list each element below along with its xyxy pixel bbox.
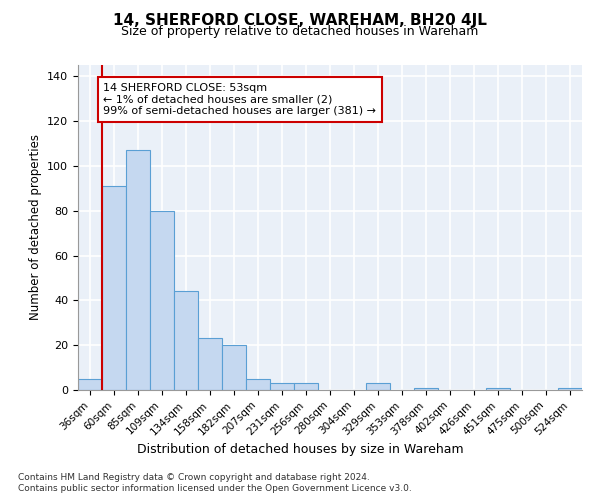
Bar [198,338,222,390]
Bar [78,379,102,390]
Bar [150,210,174,390]
Bar [294,384,318,390]
Text: 14 SHERFORD CLOSE: 53sqm
← 1% of detached houses are smaller (2)
99% of semi-det: 14 SHERFORD CLOSE: 53sqm ← 1% of detache… [103,83,376,116]
Bar [174,292,198,390]
Text: Contains public sector information licensed under the Open Government Licence v3: Contains public sector information licen… [18,484,412,493]
Y-axis label: Number of detached properties: Number of detached properties [29,134,41,320]
Bar [102,186,126,390]
Bar [222,345,246,390]
Bar [246,379,270,390]
Text: Size of property relative to detached houses in Wareham: Size of property relative to detached ho… [121,25,479,38]
Text: Distribution of detached houses by size in Wareham: Distribution of detached houses by size … [137,442,463,456]
Bar [126,150,150,390]
Bar [414,388,438,390]
Text: Contains HM Land Registry data © Crown copyright and database right 2024.: Contains HM Land Registry data © Crown c… [18,472,370,482]
Text: 14, SHERFORD CLOSE, WAREHAM, BH20 4JL: 14, SHERFORD CLOSE, WAREHAM, BH20 4JL [113,12,487,28]
Bar [366,384,390,390]
Bar [558,388,582,390]
Bar [486,388,510,390]
Bar [270,384,294,390]
